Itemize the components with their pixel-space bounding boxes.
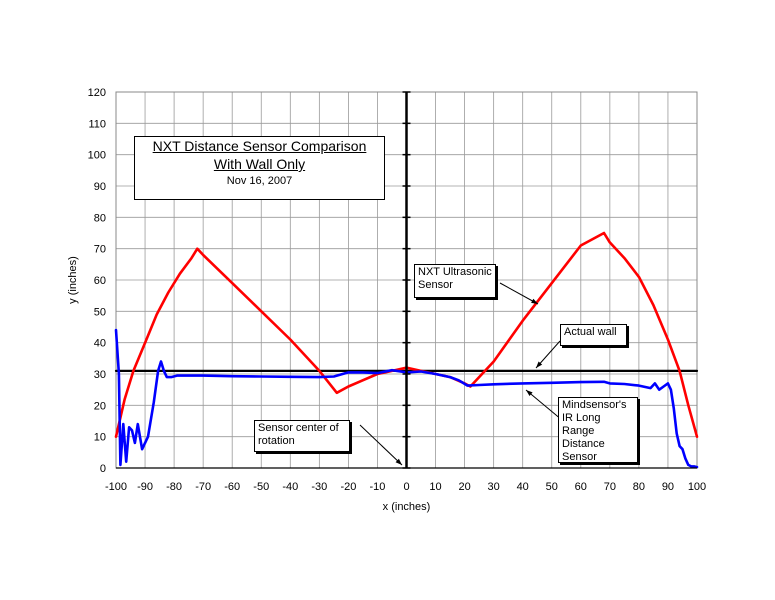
x-tick-label: 30 (488, 481, 500, 493)
series-line-ir (114, 328, 699, 469)
x-tick-label: 100 (688, 481, 706, 493)
x-tick-label: -20 (340, 481, 356, 493)
x-tick-label: -40 (282, 481, 298, 493)
chart-subtitle: With Wall Only (213, 156, 306, 172)
x-tick-label: -60 (224, 481, 240, 493)
y-tick-label: 90 (94, 181, 106, 193)
ultrasonic-callout: NXT Ultrasonic Sensor (414, 264, 496, 298)
x-tick-label: 70 (604, 481, 616, 493)
y-tick-label: 10 (94, 432, 106, 444)
series-line-ultrasonic (114, 231, 699, 439)
x-tick-label: -50 (253, 481, 269, 493)
ultrasonic-arrow (499, 282, 539, 305)
center-callout: Sensor center of rotation (254, 420, 350, 452)
y-tick-label: 120 (88, 87, 106, 99)
callout-arrows (359, 282, 563, 466)
x-tick-label: -70 (195, 481, 211, 493)
x-tick-label: 60 (575, 481, 587, 493)
x-tick-label: -80 (166, 481, 182, 493)
tick-labels: -100 -90 -80 -70 -60 -50 -40 -30 -20 -10 0 10 20 30 40… (88, 87, 707, 493)
y-tick-label: 70 (94, 244, 106, 256)
y-tick-label: 0 (100, 463, 106, 475)
y-tick-label: 80 (94, 212, 106, 224)
x-tick-label: 20 (458, 481, 470, 493)
y-axis-label: y (inches) (67, 256, 79, 304)
wall-arrow-head (536, 361, 543, 368)
ir-arrow (525, 389, 563, 421)
x-tick-label: 0 (403, 481, 409, 493)
ir-arrow-head (526, 390, 533, 397)
y-tick-label: 40 (94, 338, 106, 350)
ir-callout: Mindsensor's IR Long Range Distance Sens… (558, 397, 638, 463)
chart-title: NXT Distance Sensor Comparison (152, 138, 367, 154)
data-series (114, 231, 699, 469)
x-tick-label: 50 (546, 481, 558, 493)
y-tick-label: 20 (94, 400, 106, 412)
x-axis-label: x (inches) (383, 501, 431, 513)
x-tick-label: 90 (662, 481, 674, 493)
y-tick-label: 100 (88, 150, 106, 162)
ultrasonic-arrow-head (531, 298, 538, 304)
x-tick-label: -100 (105, 481, 127, 493)
wall-callout: Actual wall (560, 324, 627, 346)
x-tick-label: -10 (369, 481, 385, 493)
center-arrow-head (395, 458, 402, 465)
axes (116, 91, 697, 469)
y-tick-label: 110 (88, 118, 106, 130)
y-tick-label: 30 (94, 369, 106, 381)
chart-title-box: NXT Distance Sensor Comparison With Wall… (134, 136, 385, 200)
x-tick-label: 40 (517, 481, 529, 493)
x-tick-label: -30 (311, 481, 327, 493)
x-tick-label: 80 (633, 481, 645, 493)
y-tick-label: 60 (94, 275, 106, 287)
chart-date: Nov 16, 2007 (226, 175, 293, 187)
x-tick-label: 10 (429, 481, 441, 493)
y-tick-label: 50 (94, 306, 106, 318)
center-arrow (359, 424, 403, 466)
x-tick-label: -90 (137, 481, 153, 493)
